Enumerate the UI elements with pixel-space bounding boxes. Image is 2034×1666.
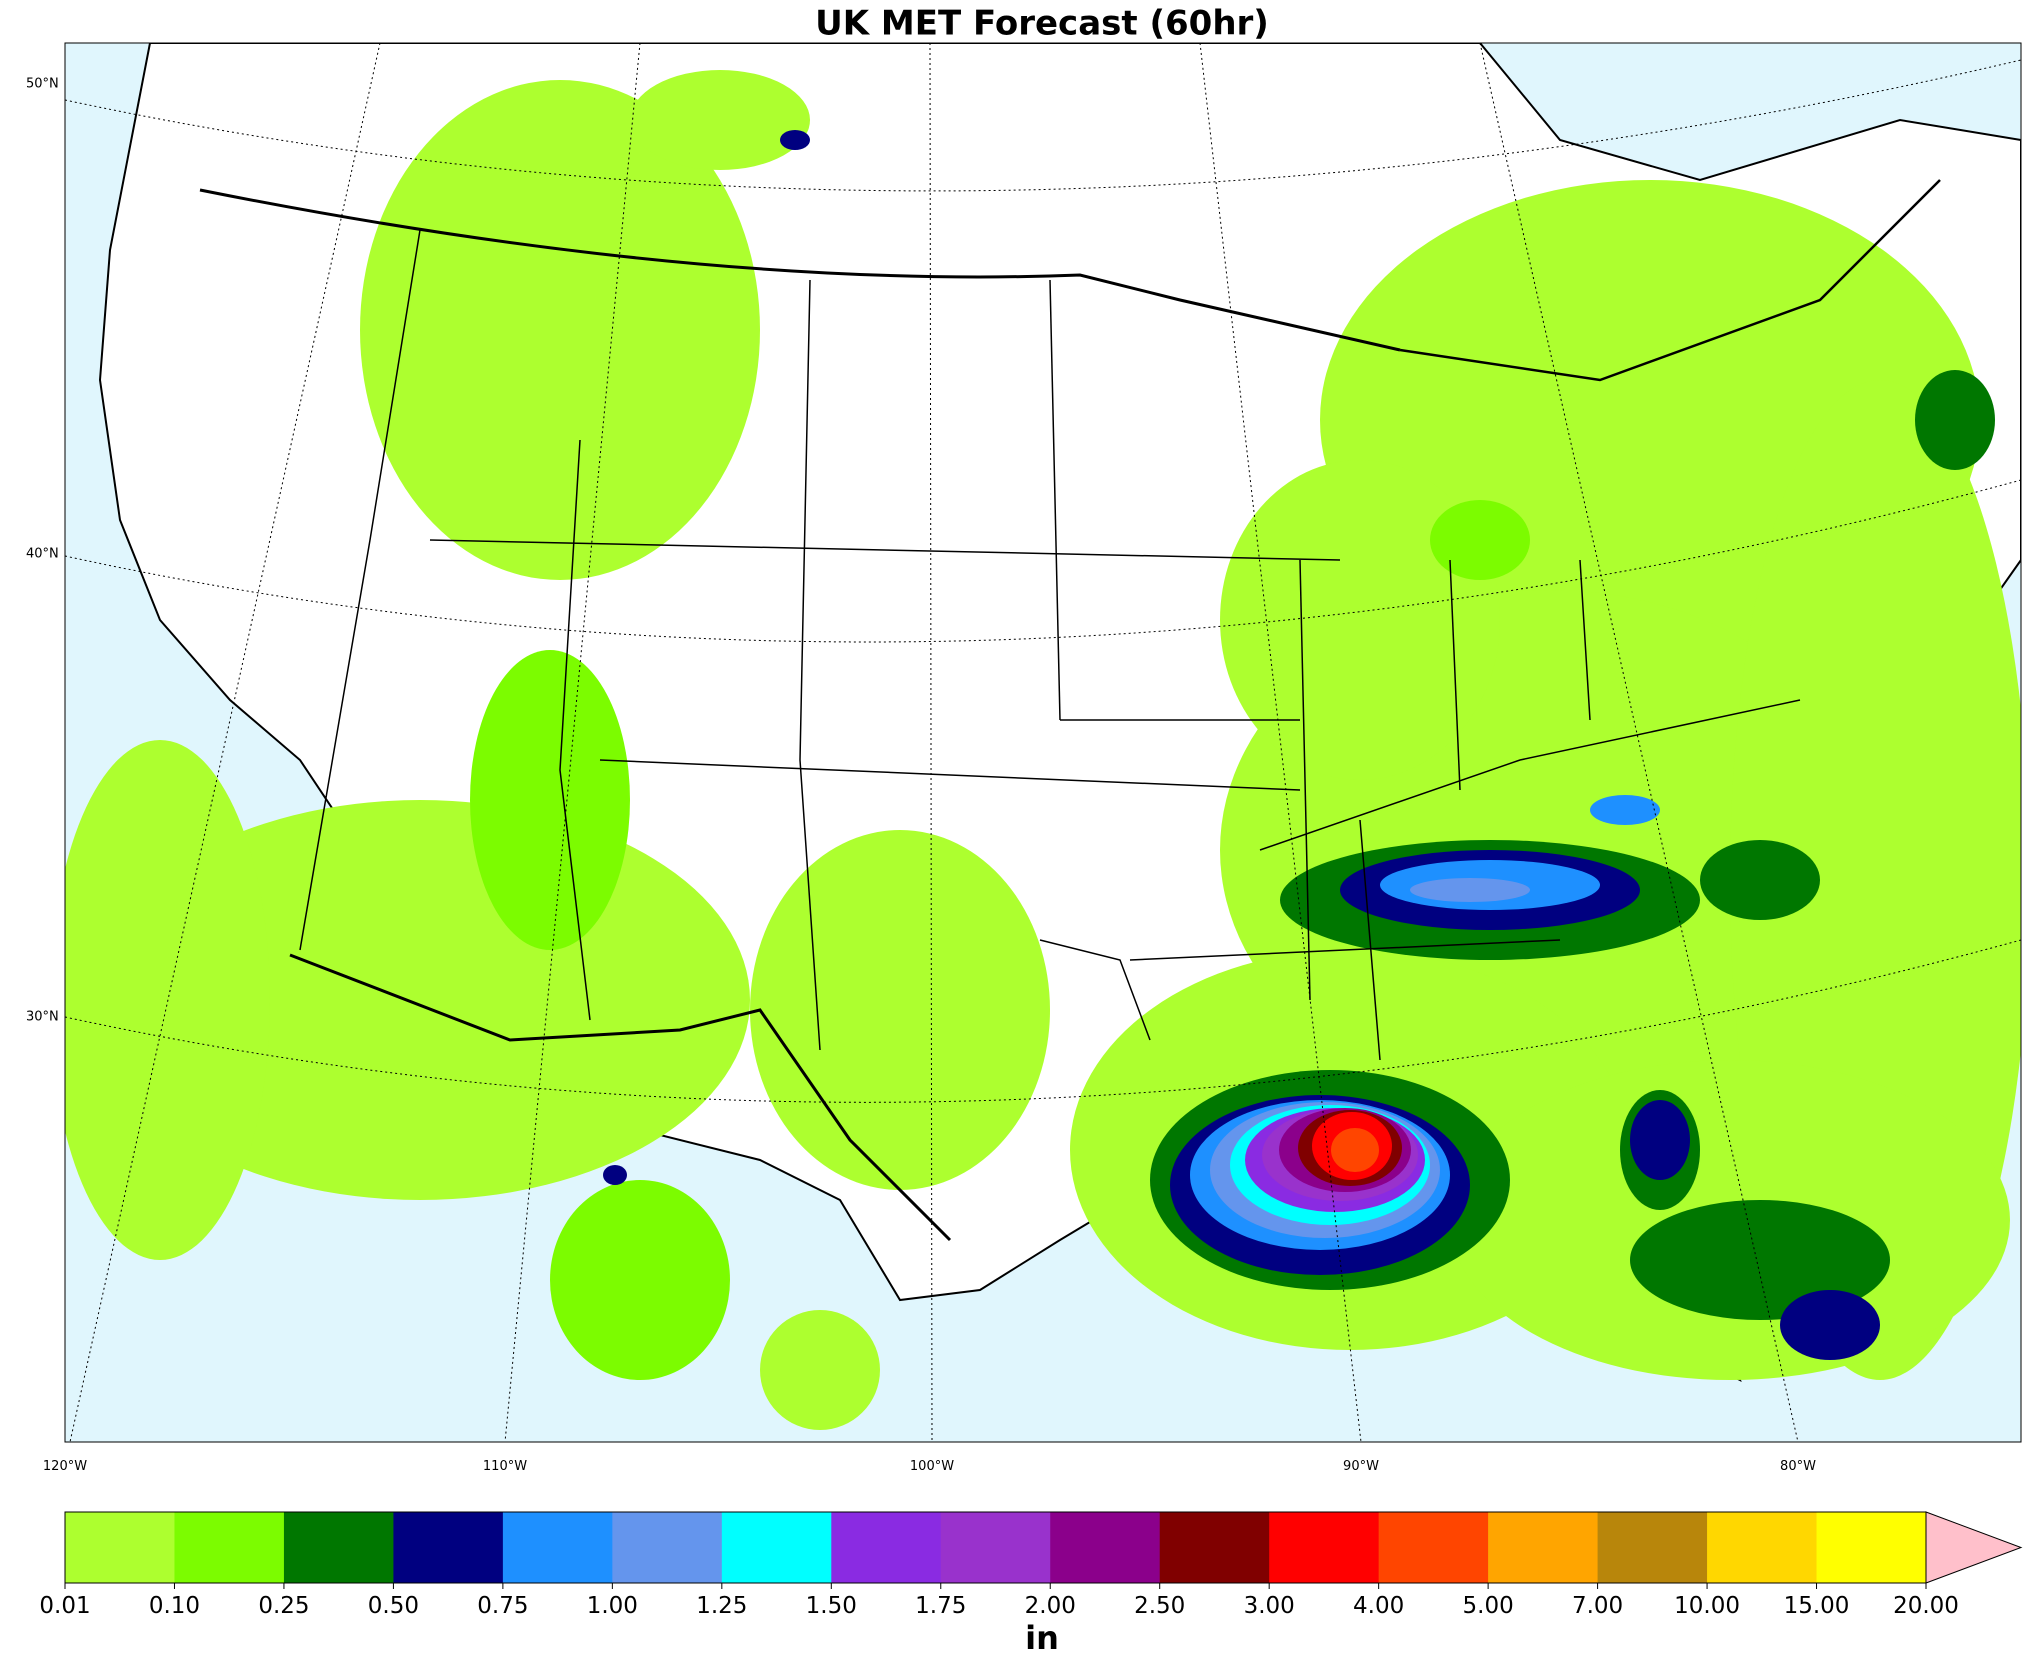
colorbar-tick-label: 1.25 xyxy=(696,1593,747,1619)
colorbar-tick-label: 4.00 xyxy=(1353,1593,1404,1619)
precip-area xyxy=(1630,1200,1890,1320)
precip-area xyxy=(603,1165,627,1185)
colorbar-tick-label: 0.75 xyxy=(477,1593,528,1619)
map-frame xyxy=(64,42,2022,1443)
colorbar-tick-label: 1.50 xyxy=(806,1593,857,1619)
precip-area xyxy=(1700,840,1820,920)
precip-area xyxy=(65,740,270,1260)
colorbar-tick-label: 2.00 xyxy=(1025,1593,1076,1619)
precip-area xyxy=(470,650,630,950)
colorbar-tick-label: 0.01 xyxy=(39,1593,90,1619)
precip-area xyxy=(750,830,1050,1190)
lat-label: 50°N xyxy=(26,77,59,92)
colorbar-tick-label: 0.25 xyxy=(258,1593,309,1619)
colorbar-swatch xyxy=(1269,1512,1380,1583)
map xyxy=(65,43,2021,1442)
lat-label: 40°N xyxy=(26,547,59,562)
lon-label: 90°W xyxy=(1343,1459,1379,1474)
colorbar-swatch xyxy=(1050,1512,1161,1583)
colorbar-swatch xyxy=(1378,1512,1489,1583)
colorbar-tick-label: 1.00 xyxy=(587,1593,638,1619)
colorbar-swatch xyxy=(1707,1512,1818,1583)
colorbar-swatch xyxy=(174,1512,285,1583)
precip-area xyxy=(1590,795,1660,825)
precip-area xyxy=(1331,1128,1379,1172)
precip-area xyxy=(1780,1290,1880,1360)
title: UK MET Forecast (60hr) xyxy=(815,4,1269,44)
lon-label: 120°W xyxy=(43,1459,87,1474)
lat-label: 30°N xyxy=(26,1010,59,1025)
colorbar-tick-label: 3.00 xyxy=(1244,1593,1295,1619)
colorbar-tick-label: 15.00 xyxy=(1784,1593,1850,1619)
colorbar-swatch xyxy=(721,1512,832,1583)
precip-area xyxy=(1430,500,1530,580)
colorbar-tick-label: 2.50 xyxy=(1134,1593,1185,1619)
borders xyxy=(199,179,1941,1242)
graticule xyxy=(65,43,2021,1442)
colorbar-label: in xyxy=(1025,1619,1059,1657)
precip-area xyxy=(360,80,760,580)
precip-area xyxy=(630,70,810,170)
precip-area xyxy=(550,1180,730,1380)
colorbar-tick-label: 10.00 xyxy=(1674,1593,1740,1619)
colorbar-swatch xyxy=(940,1512,1051,1583)
colorbar-tick-label: 0.50 xyxy=(368,1593,419,1619)
colorbar-swatch xyxy=(502,1512,613,1583)
colorbar-tick-label: 0.10 xyxy=(149,1593,200,1619)
colorbar-extend xyxy=(1925,1511,2023,1584)
precip-area xyxy=(780,130,810,150)
colorbar-swatch xyxy=(831,1512,942,1583)
colorbar-swatch xyxy=(393,1512,504,1583)
lon-label: 110°W xyxy=(483,1459,527,1474)
lon-label: 80°W xyxy=(1780,1459,1816,1474)
precip-area xyxy=(1915,370,1995,470)
colorbar-tick-label: 1.75 xyxy=(915,1593,966,1619)
colorbar-swatch xyxy=(1159,1512,1270,1583)
precip-area xyxy=(1410,878,1530,902)
precip-area xyxy=(760,1310,880,1430)
colorbar-swatch xyxy=(1488,1512,1599,1583)
colorbar-swatch xyxy=(1597,1512,1708,1583)
colorbar-tick-label: 7.00 xyxy=(1572,1593,1623,1619)
colorbar-tick-label: 20.00 xyxy=(1893,1593,1959,1619)
colorbar-frame xyxy=(64,1511,1927,1584)
colorbar-swatch xyxy=(1816,1512,1927,1583)
colorbar-swatch xyxy=(612,1512,723,1583)
colorbar-swatch xyxy=(65,1512,175,1583)
colorbar-tick-label: 5.00 xyxy=(1463,1593,1514,1619)
precip-area xyxy=(1630,1100,1690,1180)
colorbar-swatch xyxy=(283,1512,394,1583)
colorbar: 0.01 0.10 0.25 0.50 0.75 1.00 1.25 1.50 1.75 2.00… xyxy=(39,1511,2023,1619)
lon-label: 100°W xyxy=(910,1459,954,1474)
